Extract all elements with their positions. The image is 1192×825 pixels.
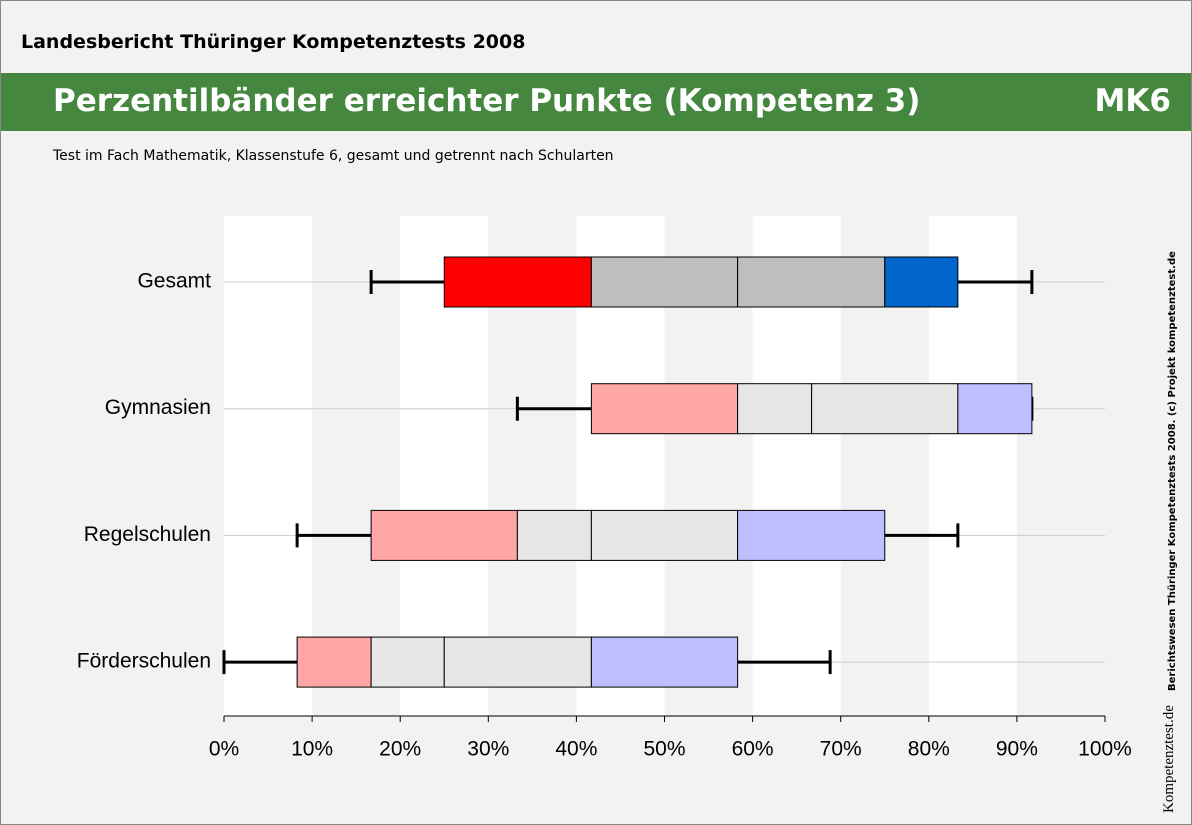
band-segment	[370, 509, 518, 561]
report-header: Landesbericht Thüringer Kompetenztests 2…	[21, 31, 526, 53]
band-segment	[296, 636, 372, 688]
row-label: Förderschulen	[77, 650, 211, 673]
band-segment	[443, 636, 592, 688]
x-tick-label: 20%	[379, 738, 421, 761]
x-tick-label: 90%	[996, 738, 1038, 761]
band-segment	[590, 636, 739, 688]
band-segment	[443, 256, 592, 308]
band-segment	[590, 383, 739, 435]
x-tick-label: 80%	[908, 738, 950, 761]
x-tick-label: 70%	[820, 738, 862, 761]
chart-code: MK6	[1094, 83, 1171, 119]
x-tick-label: 100%	[1078, 738, 1132, 761]
subtitle: Test im Fach Mathematik, Klassenstufe 6,…	[53, 148, 614, 164]
band-segment	[590, 509, 739, 561]
x-tick-label: 30%	[467, 738, 509, 761]
row-label: Gesamt	[137, 270, 211, 293]
band-segment	[516, 509, 592, 561]
row-label: Gymnasien	[105, 396, 211, 419]
band-segment	[884, 256, 959, 308]
x-tick-label: 10%	[291, 738, 333, 761]
x-tick-label: 40%	[555, 738, 597, 761]
x-tick-label: 0%	[209, 738, 239, 761]
band-segment	[957, 383, 1033, 435]
x-tick-label: 60%	[732, 738, 774, 761]
band-segment	[590, 256, 739, 308]
band-segment	[370, 636, 445, 688]
title-band: Perzentilbänder erreichter Punkte (Kompe…	[1, 73, 1191, 131]
row-label: Regelschulen	[84, 523, 211, 546]
band-segment	[737, 509, 886, 561]
band-segment	[737, 383, 813, 435]
x-tick-label: 50%	[643, 738, 685, 761]
stripe	[224, 216, 313, 716]
band-segment	[737, 256, 886, 308]
chart-title: Perzentilbänder erreichter Punkte (Kompe…	[53, 83, 921, 119]
band-segment	[811, 383, 959, 435]
